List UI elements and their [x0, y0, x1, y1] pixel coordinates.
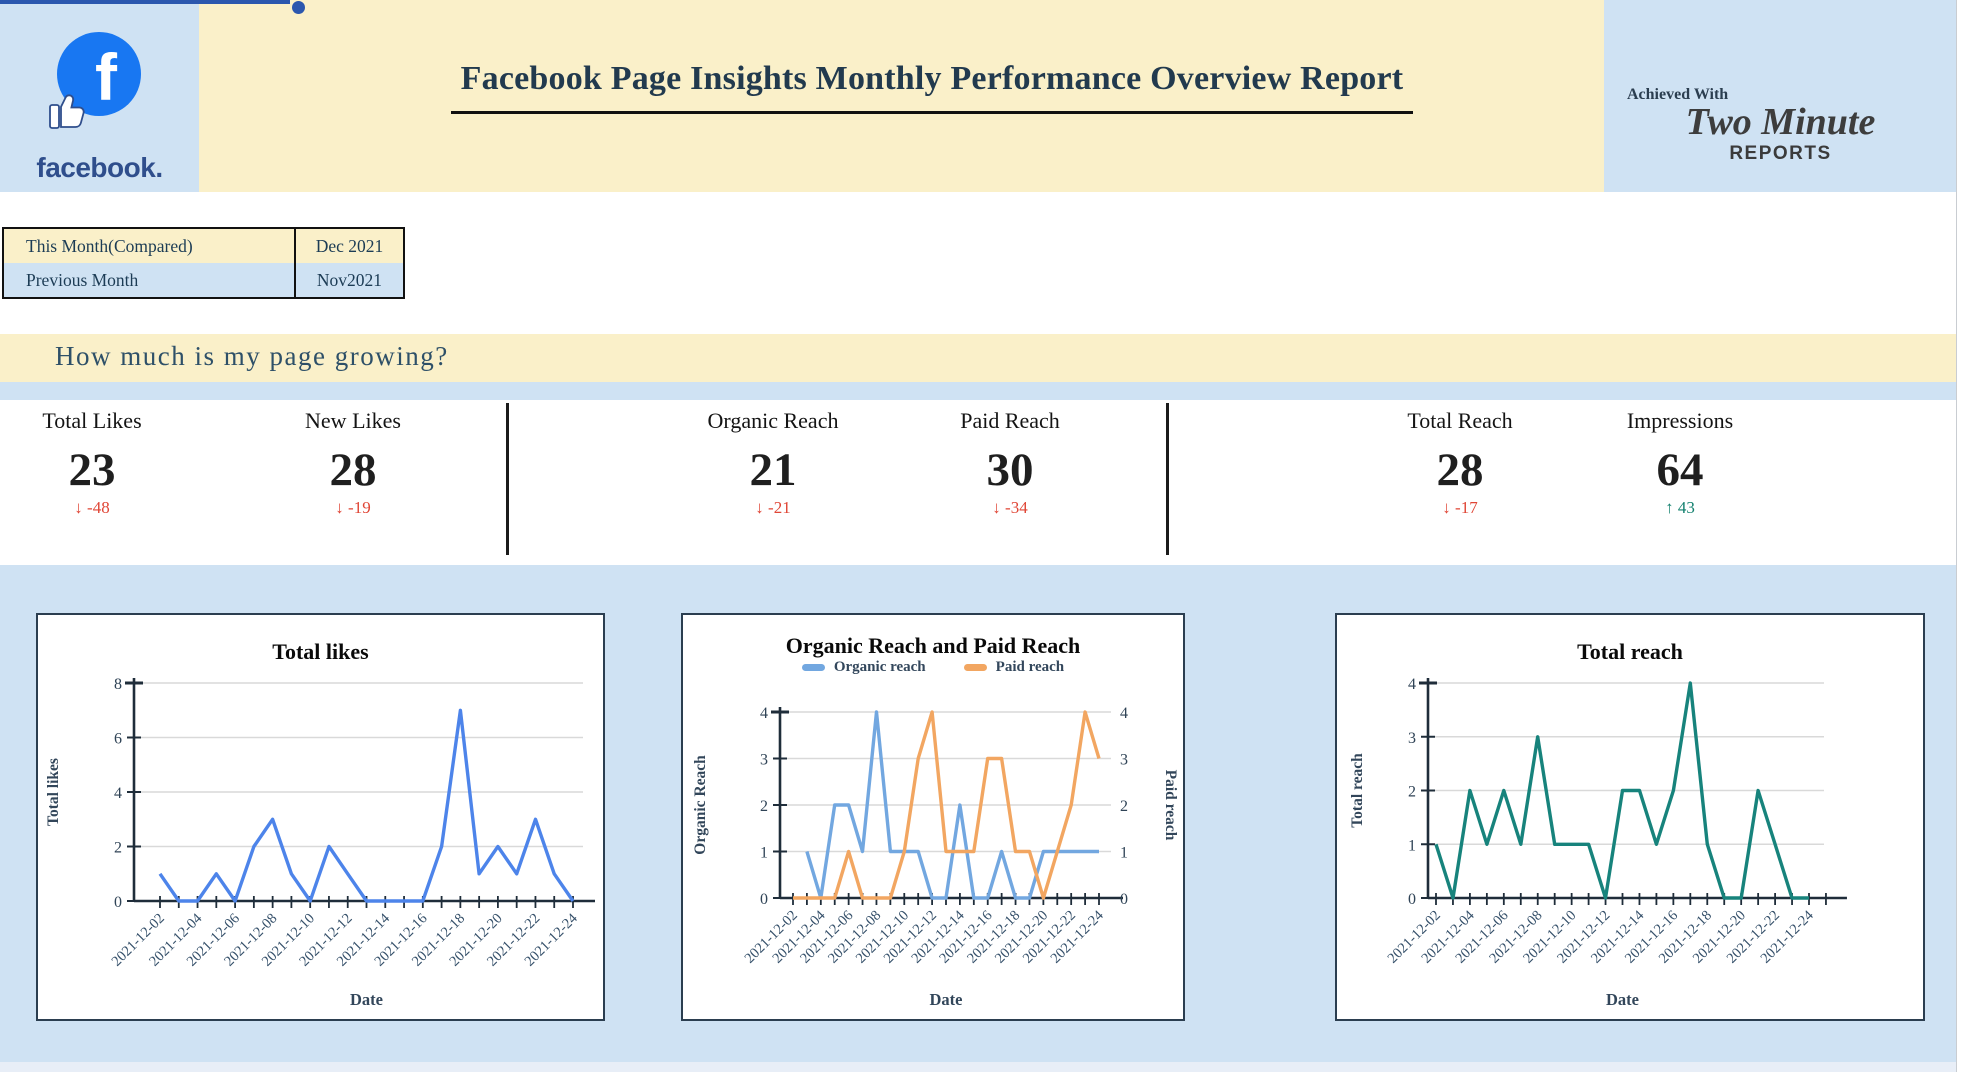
svg-text:4: 4 — [1120, 705, 1128, 722]
svg-text:3: 3 — [760, 752, 768, 769]
kpi-delta: ↓ -19 — [335, 498, 371, 518]
kpi-value: 23 — [68, 444, 116, 496]
section-band — [0, 334, 1956, 382]
accent-line-decoration — [0, 0, 290, 4]
kpi-impressions: Impressions 64 ↑ 43 — [1550, 408, 1810, 518]
header-title-band — [199, 0, 1604, 192]
previous-month-label[interactable]: Previous Month — [26, 269, 139, 290]
svg-text:0: 0 — [760, 891, 768, 908]
svg-text:4: 4 — [114, 785, 122, 802]
this-month-label[interactable]: This Month(Compared) — [26, 235, 193, 256]
legend-item: Paid reach — [963, 659, 1065, 676]
svg-text:Date: Date — [350, 990, 383, 1009]
kpi-delta: ↓ -34 — [992, 498, 1028, 518]
svg-text:Total reach: Total reach — [1577, 639, 1683, 664]
kpi-value: 64 — [1656, 444, 1704, 496]
kpi-label: Organic Reach — [707, 408, 839, 433]
kpi-paid-reach: Paid Reach 30 ↓ -34 — [880, 408, 1140, 518]
two-minute-reports-sublogo: REPORTS — [1729, 143, 1832, 164]
facebook-logo-icon: f — [49, 32, 141, 129]
kpi-label: Total Likes — [42, 408, 142, 433]
svg-text:3: 3 — [1408, 730, 1416, 747]
previous-month-value[interactable]: Nov2021 — [294, 263, 404, 298]
table-row: Previous Month Nov2021 — [3, 263, 404, 298]
two-minute-reports-logo: Two Minute — [1685, 101, 1876, 143]
total-likes-chart: 024682021-12-022021-12-042021-12-062021-… — [45, 639, 595, 1009]
kpi-new-likes: New Likes 28 ↓ -19 — [223, 408, 483, 518]
accent-dot-handle[interactable] — [292, 1, 305, 14]
svg-text:Total likes: Total likes — [45, 758, 62, 826]
kpi-delta: ↓ -48 — [74, 498, 110, 518]
svg-text:Date: Date — [1606, 990, 1639, 1009]
kpi-value: 30 — [986, 444, 1034, 496]
period-comparison-table: This Month(Compared) Dec 2021 Previous M… — [2, 227, 405, 299]
section-divider-strip — [0, 382, 1956, 400]
svg-text:1: 1 — [760, 845, 768, 862]
svg-text:1: 1 — [1408, 837, 1416, 854]
svg-text:8: 8 — [114, 676, 122, 693]
svg-text:2: 2 — [760, 798, 768, 815]
viewport-edge — [1956, 0, 1966, 1072]
kpi-label: Paid Reach — [960, 408, 1060, 433]
svg-text:0: 0 — [1120, 891, 1128, 908]
header-brand-panel — [1604, 0, 1957, 192]
kpi-total-reach: Total Reach 28 ↓ -17 — [1330, 408, 1590, 518]
kpi-value: 21 — [749, 444, 797, 496]
kpi-label: New Likes — [305, 408, 401, 433]
legend-swatch-icon — [963, 664, 987, 671]
header-logo-panel: f — [0, 0, 199, 192]
svg-text:Total reach: Total reach — [1349, 753, 1366, 828]
legend-swatch-icon — [801, 664, 825, 671]
svg-text:3: 3 — [1120, 752, 1128, 769]
svg-text:Organic Reach: Organic Reach — [692, 755, 709, 855]
svg-text:2: 2 — [114, 840, 122, 857]
total-reach-chart-card: 0 1 2 3 4 2021-12-02 2021-12-04 2021-12-06 2021-… — [1335, 613, 1925, 1021]
svg-text:4: 4 — [1408, 676, 1416, 693]
facebook-wordmark: facebook. — [36, 152, 163, 183]
svg-text:Paid reach: Paid reach — [1162, 770, 1179, 841]
kpi-delta: ↓ -17 — [1442, 498, 1478, 518]
chart-legend: Organic reach Paid reach — [681, 659, 1185, 676]
kpi-label: Total Reach — [1407, 408, 1513, 433]
kpi-label: Impressions — [1626, 408, 1734, 433]
page-title-wrap: Facebook Page Insights Monthly Performan… — [292, 60, 1572, 114]
svg-text:2: 2 — [1120, 798, 1128, 815]
svg-text:2: 2 — [1408, 784, 1416, 801]
kpi-divider — [1166, 403, 1169, 555]
total-likes-chart-card: 0 2 4 6 8 2021-12-02 2021-12-04 2021-12-06 2021-… — [36, 613, 605, 1021]
kpi-value: 28 — [1436, 444, 1484, 496]
svg-text:0: 0 — [1408, 891, 1416, 908]
kpi-organic-reach: Organic Reach 21 ↓ -21 — [643, 408, 903, 518]
organic-paid-reach-chart: 0 01 12 23 34 42021-12-022021-12-042021-12-06… — [692, 633, 1179, 1009]
legend-label: Paid reach — [995, 659, 1065, 675]
svg-text:Total likes: Total likes — [272, 639, 369, 664]
kpi-total-likes: Total Likes 23 ↓ -48 — [0, 408, 222, 518]
kpi-delta: ↓ -21 — [755, 498, 791, 518]
kpi-divider — [506, 403, 509, 555]
total-reach-chart: 012342021-12-022021-12-042021-12-062021-… — [1349, 639, 1847, 1009]
page-title: Facebook Page Insights Monthly Performan… — [450, 60, 1414, 114]
this-month-value[interactable]: Dec 2021 — [294, 228, 404, 263]
organic-paid-reach-chart-card: 0 0 1 1 2 2 3 3 4 4 2021-12-02 2021-12-04 2021-12-06… — [681, 613, 1185, 1021]
svg-text:Organic Reach and Paid Reach: Organic Reach and Paid Reach — [786, 633, 1081, 658]
svg-text:f: f — [95, 40, 118, 114]
page-bottom-strip — [0, 1062, 1956, 1072]
section-question: How much is my page growing? — [55, 341, 449, 371]
legend-label: Organic reach — [833, 659, 926, 675]
achieved-with-label: Achieved With — [1627, 86, 1729, 103]
table-row: This Month(Compared) Dec 2021 — [3, 228, 404, 263]
legend-item: Organic reach — [801, 659, 926, 676]
kpi-delta: ↑ 43 — [1665, 498, 1695, 518]
svg-text:0: 0 — [114, 894, 122, 911]
svg-text:1: 1 — [1120, 845, 1128, 862]
svg-text:4: 4 — [760, 705, 768, 722]
svg-text:Date: Date — [930, 990, 963, 1009]
kpi-value: 28 — [329, 444, 377, 496]
svg-text:6: 6 — [114, 731, 122, 748]
